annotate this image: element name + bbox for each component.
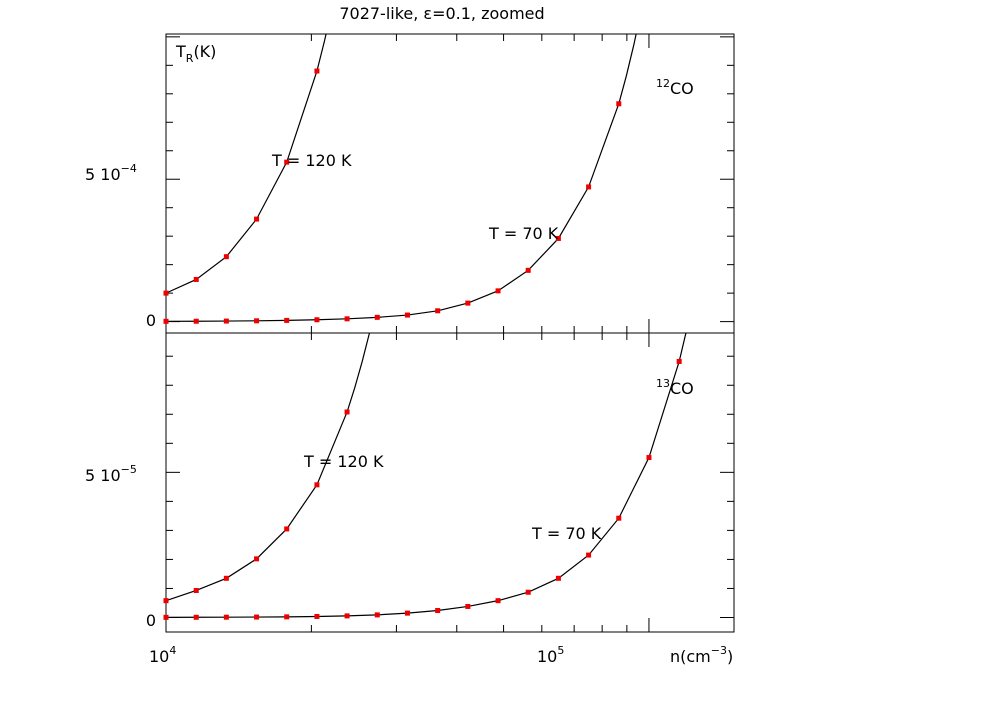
xtick-1e4-base: 10 xyxy=(149,647,169,666)
bottom-series-line-0 xyxy=(165,332,371,602)
xlabel-close: ) xyxy=(727,647,733,666)
top-data-point xyxy=(495,288,501,294)
ylabel-subscript: R xyxy=(186,52,194,65)
bottom-panel-ticks xyxy=(165,333,734,632)
top-data-point xyxy=(374,314,380,320)
top-data-point xyxy=(163,290,169,296)
top-data-point xyxy=(193,318,199,324)
bottom-data-point xyxy=(254,556,260,562)
top-data-point xyxy=(344,316,350,322)
bottom-data-point xyxy=(163,598,169,604)
bottom-curve-label-120: T = 120 K xyxy=(303,452,384,471)
bottom-series-line-1 xyxy=(165,332,687,618)
xlabel-exp: −3 xyxy=(711,644,727,657)
xtick-1e4-exp: 4 xyxy=(169,644,176,657)
bottom-data-point xyxy=(344,613,350,619)
top-species-label: 12CO xyxy=(656,77,694,98)
top-data-point xyxy=(284,159,290,165)
top-data-point xyxy=(314,317,320,323)
ylabel-base: T xyxy=(175,42,186,61)
bottom-data-point xyxy=(254,614,260,620)
bottom-data-point xyxy=(284,526,290,532)
top-curve-label-70: T = 70 K xyxy=(488,224,559,243)
top-data-point xyxy=(555,235,561,241)
bottom-ytick-label-5e-5: 5 10−5 xyxy=(85,463,137,485)
bottom-data-point xyxy=(495,598,501,604)
top-data-point xyxy=(586,184,592,190)
top-data-point xyxy=(223,254,229,260)
bottom-data-point xyxy=(435,608,441,614)
top-data-point xyxy=(284,317,290,323)
top-data-point xyxy=(404,312,410,318)
top-data-point xyxy=(616,101,622,107)
bottom-data-point xyxy=(223,614,229,620)
top-ytick-label-0: 0 xyxy=(146,311,156,330)
top-data-point xyxy=(163,318,169,324)
top-series-line-0 xyxy=(165,33,327,294)
top-species: CO xyxy=(670,79,694,98)
bottom-data-point xyxy=(193,614,199,620)
bottom-data-point xyxy=(163,614,169,620)
bottom-data-point xyxy=(284,614,290,620)
bottom-species-label: 13CO xyxy=(656,377,694,398)
bottom-ytick-base: 5 10 xyxy=(85,466,121,485)
bottom-data-point xyxy=(314,613,320,619)
bottom-data-point xyxy=(676,358,682,364)
bottom-data-point xyxy=(465,603,471,609)
bottom-data-point xyxy=(646,455,652,461)
top-data-point xyxy=(254,216,260,222)
bottom-ytick-label-0: 0 xyxy=(146,611,156,630)
x-axis-label: n(cm−3) xyxy=(670,644,733,666)
top-data-point xyxy=(314,68,320,74)
top-data-point xyxy=(525,267,531,273)
bottom-data-point xyxy=(555,575,561,581)
bottom-data-point xyxy=(525,589,531,595)
bottom-species: CO xyxy=(670,379,694,398)
top-data-point xyxy=(193,276,199,282)
top-data-point xyxy=(254,318,260,324)
bottom-data-point xyxy=(314,482,320,488)
bottom-data-point xyxy=(616,515,622,521)
top-ytick-label-5e-4: 5 10−4 xyxy=(85,162,137,184)
top-data-point xyxy=(223,318,229,324)
xtick-label-1e4: 104 xyxy=(149,644,176,666)
xtick-1e5-base: 10 xyxy=(537,647,557,666)
chart-title: 7027-like, ε=0.1, zoomed xyxy=(339,4,544,23)
bottom-curve-label-70: T = 70 K xyxy=(531,524,602,543)
xlabel-base: n(cm xyxy=(670,647,711,666)
xtick-label-1e5: 105 xyxy=(537,644,564,666)
top-ytick-exp: −4 xyxy=(121,162,137,175)
bottom-data-point xyxy=(344,409,350,415)
bottom-species-sup: 13 xyxy=(656,377,670,390)
top-curve-label-120: T = 120 K xyxy=(271,151,352,170)
top-data-point xyxy=(465,300,471,306)
top-panel-ticks xyxy=(165,34,734,333)
bottom-data-point xyxy=(223,575,229,581)
ylabel-rest: (K) xyxy=(193,42,216,61)
top-panel-curves xyxy=(163,33,637,324)
top-data-point xyxy=(435,308,441,314)
top-species-sup: 12 xyxy=(656,77,670,90)
bottom-data-point xyxy=(374,612,380,618)
bottom-data-point xyxy=(586,552,592,558)
xtick-1e5-exp: 5 xyxy=(557,644,564,657)
bottom-data-point xyxy=(404,610,410,616)
bottom-panel-curves xyxy=(163,332,687,620)
top-panel-frame xyxy=(165,33,735,334)
top-ytick-base: 5 10 xyxy=(85,165,121,184)
bottom-data-point xyxy=(193,587,199,593)
bottom-panel-frame xyxy=(165,332,735,633)
bottom-ytick-exp: −5 xyxy=(121,463,137,476)
top-ylabel: TR(K) xyxy=(175,42,216,65)
top-series-line-1 xyxy=(165,33,637,322)
